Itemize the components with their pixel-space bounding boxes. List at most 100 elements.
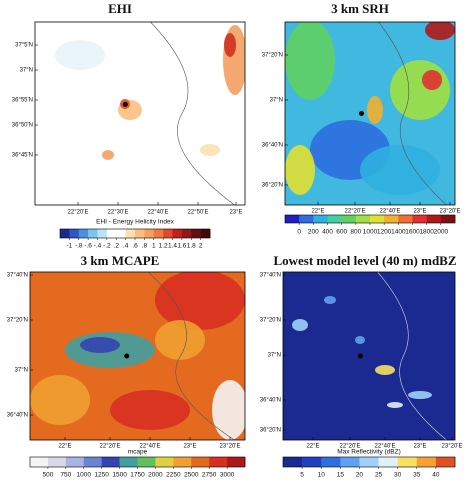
panel-title: 3 km SRH [331,1,389,16]
colorbar-tick-label: .2 [114,243,120,250]
lat-label: 37°N [20,68,33,74]
colorbar-tick-label: -.2 [103,243,111,250]
lon-label: 22°E [306,444,319,450]
lat-label: 37°40'N [7,273,28,279]
colorbar-swatch [378,457,398,467]
colorbar-tick-label: 20 [356,472,364,479]
location-marker [122,101,128,107]
colorbar-swatch [181,229,192,238]
colorbar-tick-label: 35 [413,472,421,479]
colorbar-swatch [340,457,360,467]
lat-label: 37°20'N [262,53,283,59]
colorbar-swatch [116,229,126,238]
lon-label: 23°20'E [220,444,241,450]
field-blob [102,150,114,160]
field-blob [80,337,120,353]
colorbar-tick-label: 1000 [77,472,92,479]
colorbar-swatch [97,229,108,238]
lat-label: 37°20'N [260,318,281,324]
colorbar-swatch [416,457,437,467]
colorbar-tick-label: 750 [60,472,71,479]
map [282,271,456,441]
colorbar-swatch [299,215,314,223]
colorbar-tick-label: -.6 [84,243,92,250]
map-frame [34,21,246,206]
lat-label: 37°N [270,98,283,104]
colorbar-swatch [163,229,173,238]
colorbar-tick-label: 1750 [130,472,145,479]
colorbar-swatch [398,215,413,223]
colorbar-tick-label: 1400 [391,229,406,236]
colorbar-tick-label: 10 [318,472,326,479]
colorbar-swatch [397,457,418,467]
lat-label: 36°45'N [12,153,33,159]
coastline [148,272,235,440]
field-blob [212,380,245,440]
coastline [378,22,447,205]
colorbar-tick-label: 15 [337,472,345,479]
field-blob [200,144,220,156]
field-blob [425,22,455,40]
field-blob [355,336,365,344]
colorbar-tick-label: 1800 [419,229,434,236]
colorbar-swatch [209,457,228,467]
lat-label: 37°N [15,368,28,374]
colorbar-tick-label: 3000 [220,472,235,479]
colorbar-swatch [125,229,136,238]
field-blob [155,320,205,360]
colorbar-tick-label: 1600 [405,229,420,236]
lon-label: 23°20'E [442,444,463,450]
field-blob [292,319,308,331]
map-field [285,22,455,205]
colorbar-tick-label: 1.8 [187,243,196,250]
map-field [35,22,245,205]
colorbar-tick-label: .6 [132,243,138,250]
colorbar-tick-label: 1.6 [177,243,186,250]
colorbar-tick-label: 400 [322,229,333,236]
map-frame [284,21,456,206]
field-blob [375,365,395,375]
lat-label: 37°40'N [260,273,281,279]
colorbar-swatch [200,229,211,238]
colorbar-swatch [172,229,183,238]
map-field [283,272,455,440]
lat-label: 36°40'N [260,398,281,404]
colorbar-tick-label: 1.2 [159,243,168,250]
lon-label: 22°20'E [345,209,366,215]
field-blob [387,402,403,408]
colorbar-tick-label: -1 [66,243,72,250]
colorbar-swatch [153,229,164,238]
colorbar-swatch [69,229,80,238]
lon-label: 23°E [413,444,426,450]
colorbar-swatch [313,215,328,223]
colorbar-swatch [47,457,67,467]
colorbar-swatch [321,457,341,467]
colorbar-swatch [355,215,371,223]
lon-label: 23°E [183,444,196,450]
lon-label: 22°30'E [108,210,129,216]
colorbar-tick-label: 2250 [166,472,181,479]
field-blob [390,60,450,120]
colorbar-swatch [78,229,89,238]
map-frame [29,271,246,441]
colorbar-label: mcape [128,449,148,456]
field-blob [110,390,190,430]
lat-label: 36°40'N [7,413,28,419]
colorbar-tick-label: 1.4 [168,243,177,250]
colorbar-swatch [119,457,138,467]
field-blob [408,391,432,399]
field-blob [55,40,105,70]
coastline [150,22,235,205]
field-blob [285,22,335,100]
colorbar-swatch [370,215,385,223]
lat-label: 36°50'N [12,123,33,129]
colorbar-swatch [106,229,117,238]
colorbar-swatch [191,457,210,467]
colorbar-swatch [137,457,156,467]
colorbar-tick-label: 800 [350,229,361,236]
field-blob [285,145,315,195]
map [284,21,456,206]
colorbar-tick-label: 1200 [377,229,392,236]
colorbar-swatch [426,215,442,223]
colorbar-swatch [227,457,246,467]
